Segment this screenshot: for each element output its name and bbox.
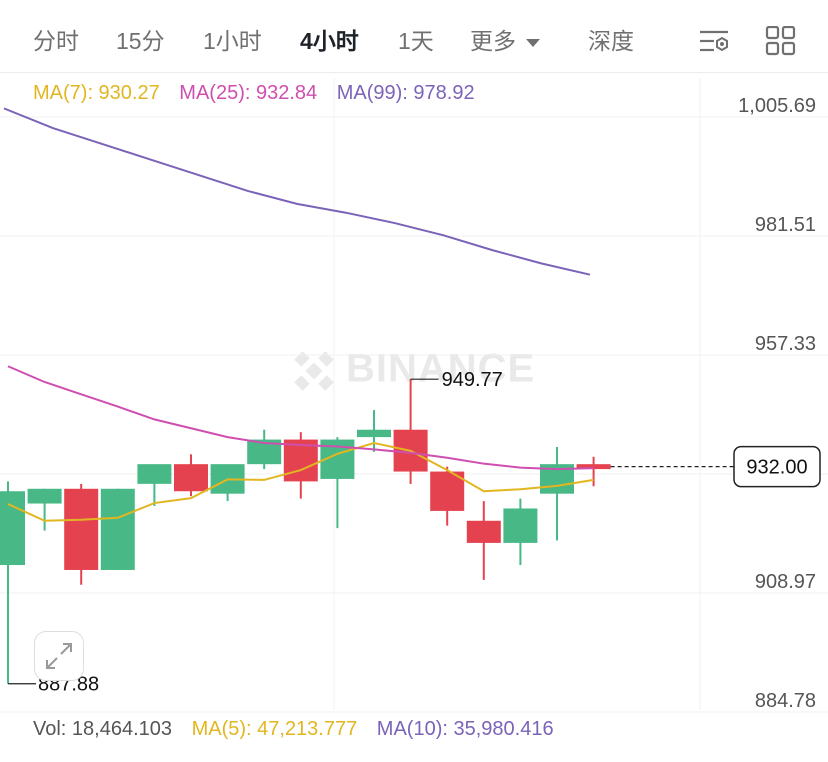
ma25-line bbox=[7, 365, 594, 471]
y-tick-label: 908.97 bbox=[755, 571, 816, 593]
tab-4h[interactable]: 4小时 bbox=[300, 28, 359, 54]
chevron-down-icon bbox=[526, 38, 540, 47]
ma99-value: MA(99): 978.92 bbox=[336, 82, 475, 104]
indicator-settings-icon[interactable] bbox=[697, 26, 731, 56]
binance-watermark: BINANCE bbox=[288, 345, 535, 397]
current-price-label: 932.00 bbox=[746, 457, 807, 479]
y-tick-label: 884.78 bbox=[755, 690, 816, 712]
candle-body bbox=[576, 464, 611, 470]
tabs-divider bbox=[0, 72, 828, 73]
ma7-value: MA(7): 930.27 bbox=[33, 82, 160, 104]
ma99-line bbox=[3, 107, 591, 276]
expand-icon bbox=[46, 643, 72, 669]
candle-body bbox=[137, 464, 172, 484]
y-tick-label: 957.33 bbox=[755, 333, 816, 355]
volume-ma10-value: MA(10): 35,980.416 bbox=[376, 718, 554, 740]
tab-1h[interactable]: 1小时 bbox=[203, 28, 262, 54]
tab-time-sharing[interactable]: 分时 bbox=[33, 28, 79, 54]
ma25-value: MA(25): 932.84 bbox=[179, 82, 318, 104]
candle-body bbox=[503, 508, 538, 543]
expand-chart-button[interactable] bbox=[34, 631, 84, 681]
candle-body bbox=[100, 488, 135, 570]
candle-body bbox=[64, 488, 99, 570]
candle-body bbox=[357, 429, 391, 438]
tab-15m[interactable]: 15分 bbox=[116, 28, 165, 54]
candle-body bbox=[283, 439, 318, 482]
candle-body bbox=[430, 471, 465, 511]
candle-body bbox=[466, 520, 501, 543]
timeframe-tabs: 分时 15分 1小时 4小时 1天 更多 深度 bbox=[0, 0, 828, 78]
grid-layout-icon[interactable] bbox=[764, 25, 798, 56]
ma-legend: MA(7): 930.27 MA(25): 932.84 MA(99): 978… bbox=[33, 82, 489, 105]
tab-more[interactable]: 更多 bbox=[470, 24, 540, 58]
tab-1d[interactable]: 1天 bbox=[398, 28, 434, 54]
watermark-text: BINANCE bbox=[346, 346, 536, 391]
volume-legend: Vol: 18,464.103 MA(5): 47,213.777 MA(10)… bbox=[33, 718, 568, 741]
volume-ma5-value: MA(5): 47,213.777 bbox=[191, 718, 358, 740]
y-tick-label: 981.51 bbox=[755, 214, 816, 236]
high-marker-label: 949.77 bbox=[442, 369, 503, 391]
candle-body bbox=[174, 464, 208, 492]
tab-depth[interactable]: 深度 bbox=[588, 28, 634, 54]
tab-more-label: 更多 bbox=[470, 28, 516, 54]
current-price-tag bbox=[733, 445, 821, 488]
ma7-line bbox=[7, 441, 594, 522]
volume-value: Vol: 18,464.103 bbox=[33, 718, 173, 740]
y-tick-label: 1,005.69 bbox=[738, 95, 816, 117]
candle-body bbox=[27, 488, 62, 504]
candle-body bbox=[0, 491, 25, 566]
